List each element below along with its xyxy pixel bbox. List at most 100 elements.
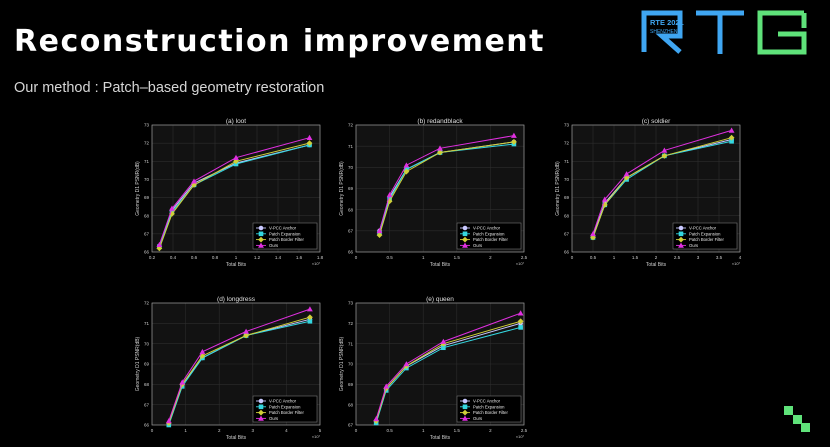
x-tick-label: 1.6 [296, 255, 303, 260]
y-tick-label: 68 [348, 402, 354, 407]
legend-entry: Patch Expansion [689, 231, 721, 236]
data-point [437, 145, 443, 151]
legend-entry: Ours [269, 243, 278, 248]
data-point [441, 345, 446, 351]
y-tick-label: 69 [348, 186, 354, 191]
x-tick-label: 0.4 [170, 255, 177, 260]
y-tick-label: 72 [144, 301, 150, 306]
y-tick-label: 68 [144, 213, 150, 218]
data-point [661, 147, 668, 153]
corner-pixel-deco [784, 406, 810, 432]
logo-letter-t [696, 10, 744, 54]
axes-frame [151, 302, 321, 426]
data-point [623, 171, 630, 177]
data-point [306, 134, 313, 140]
y-tick-label: 66 [564, 250, 570, 255]
y-tick-label: 72 [144, 141, 150, 146]
x-axis-exponent: ×10⁷ [732, 261, 741, 266]
legend-entry: Ours [269, 416, 278, 421]
y-tick-label: 71 [144, 321, 150, 326]
x-tick-label: 0 [355, 255, 358, 260]
x-tick-label: 0 [571, 255, 574, 260]
x-axis-label: Total Bits [430, 435, 451, 441]
y-tick-label: 67 [348, 228, 354, 233]
legend-marker [462, 231, 468, 237]
x-tick-label: 0.5 [590, 255, 597, 260]
x-tick-label: 1.8 [317, 255, 324, 260]
y-tick-label: 72 [348, 321, 354, 326]
x-tick-label: 2 [489, 428, 492, 433]
legend-marker [678, 242, 684, 248]
axes-frame [151, 124, 321, 253]
y-tick-label: 67 [564, 231, 570, 236]
legend-marker [258, 398, 264, 404]
y-tick-label: 68 [564, 213, 570, 218]
y-axis-label: Geometry D1 PSNR(dB) [135, 161, 141, 216]
legend-entry: Patch Expansion [269, 231, 301, 236]
logo-letter-e [757, 10, 807, 55]
chart-title: (c) soldier [642, 118, 671, 125]
chart-redandblack: 0 0.5 1 1.5 2 2.5 66 67 68 69 70 71 72 (b) redandblac… [339, 118, 528, 268]
y-tick-label: 67 [144, 402, 150, 407]
y-tick-label: 69 [564, 195, 570, 200]
legend-marker [462, 225, 468, 231]
data-point [383, 383, 390, 389]
y-tick-label: 67 [348, 423, 354, 428]
chart-title: (b) redandblack [417, 118, 463, 125]
x-tick-label: 1.2 [254, 255, 261, 260]
data-point [373, 416, 380, 422]
chart-queen: 0 0.5 1 1.5 2 2.5 67 68 69 70 71 72 73 (e) queen Total… [339, 296, 528, 441]
data-point [307, 314, 313, 321]
y-tick-label: 69 [144, 195, 150, 200]
x-axis-label: Total Bits [646, 262, 667, 268]
x-tick-label: 3 [697, 255, 700, 260]
data-point [728, 127, 735, 133]
data-point [590, 234, 596, 241]
legend-entry: Ours [689, 243, 698, 248]
chart-longdress: 0 1 2 3 4 5 66 67 68 69 70 71 72 (d) longdress Total B… [135, 296, 322, 441]
x-tick-label: 0 [355, 428, 358, 433]
x-tick-label: 0.8 [212, 255, 219, 260]
data-point [440, 338, 447, 344]
legend-entry: Patch Border Filter [269, 237, 305, 242]
y-tick-label: 66 [348, 250, 354, 255]
legend-entry: Patch Expansion [269, 404, 301, 409]
legend-entry: V-PCC Anchor [269, 399, 297, 404]
legend-box [456, 395, 522, 423]
data-point [243, 332, 249, 339]
data-point [376, 227, 383, 234]
x-tick-label: 1 [184, 428, 187, 433]
legend-entry: Patch Border Filter [689, 237, 725, 242]
x-tick-label: 0.5 [386, 255, 393, 260]
data-point [403, 168, 410, 175]
y-axis-label: Geometry D1 PSNR(dB) [339, 161, 345, 216]
y-tick-label: 70 [348, 165, 354, 170]
x-tick-label: 3 [252, 428, 255, 433]
y-tick-label: 71 [348, 341, 354, 346]
data-point [233, 154, 239, 160]
slide-subtitle: Our method : Patch–based geometry restor… [14, 80, 325, 96]
chart-loot: 0.2 0.4 0.6 0.8 1 1.2 1.4 1.6 1.8 66 67 68 69 70 71 72 7… [135, 118, 324, 268]
x-axis-label: Total Bits [226, 435, 247, 441]
legend-entry: V-PCC Anchor [689, 226, 717, 231]
data-point [511, 139, 517, 145]
data-point [179, 379, 186, 385]
data-point [307, 306, 313, 312]
chart-title: (a) loot [226, 118, 246, 125]
axes-frame [571, 124, 741, 253]
x-axis-exponent: ×10⁷ [516, 434, 525, 439]
data-point [729, 139, 734, 144]
legend-marker [462, 404, 468, 410]
data-point [590, 230, 596, 237]
axes-frame [355, 124, 525, 253]
legend-entry: V-PCC Anchor [473, 399, 501, 404]
x-tick-label: 0 [151, 428, 154, 433]
x-tick-label: 1 [422, 428, 425, 433]
slide-title: Reconstruction improvement [14, 24, 545, 59]
legend-marker [678, 225, 684, 231]
y-tick-label: 72 [564, 141, 570, 146]
legend-marker [258, 404, 264, 410]
